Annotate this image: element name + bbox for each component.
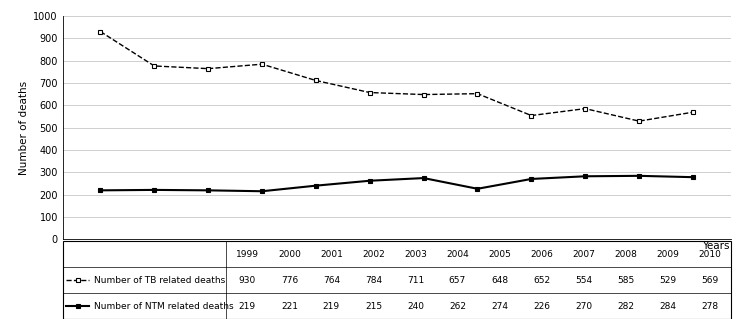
Text: 784: 784: [365, 276, 382, 285]
Text: 657: 657: [449, 276, 466, 285]
Text: 284: 284: [659, 301, 676, 311]
Text: 764: 764: [323, 276, 340, 285]
Text: 219: 219: [323, 301, 340, 311]
Text: 648: 648: [491, 276, 508, 285]
Text: 1999: 1999: [236, 250, 259, 259]
Text: 2003: 2003: [404, 250, 427, 259]
Text: Number of TB related deaths: Number of TB related deaths: [94, 276, 225, 285]
Text: 569: 569: [701, 276, 718, 285]
Text: 240: 240: [407, 301, 424, 311]
Text: 585: 585: [617, 276, 634, 285]
Text: 215: 215: [365, 301, 382, 311]
Text: 554: 554: [575, 276, 592, 285]
Text: 282: 282: [617, 301, 634, 311]
Text: Number of NTM related deaths: Number of NTM related deaths: [94, 301, 234, 311]
Text: 2002: 2002: [362, 250, 384, 259]
Text: 2001: 2001: [320, 250, 343, 259]
Text: 711: 711: [407, 276, 424, 285]
Text: 270: 270: [575, 301, 592, 311]
Text: 278: 278: [701, 301, 718, 311]
Text: 221: 221: [281, 301, 298, 311]
Text: 2005: 2005: [488, 250, 511, 259]
Text: 2008: 2008: [614, 250, 637, 259]
Text: 2007: 2007: [572, 250, 595, 259]
Text: 776: 776: [280, 276, 298, 285]
Text: 219: 219: [239, 301, 256, 311]
Text: Years: Years: [702, 241, 729, 251]
Text: 2000: 2000: [278, 250, 301, 259]
Text: 2004: 2004: [446, 250, 469, 259]
Text: 930: 930: [239, 276, 256, 285]
Text: 226: 226: [533, 301, 550, 311]
Text: 274: 274: [491, 301, 508, 311]
Text: 2009: 2009: [656, 250, 679, 259]
Text: 2006: 2006: [530, 250, 553, 259]
Text: 262: 262: [449, 301, 466, 311]
Text: 529: 529: [659, 276, 676, 285]
Y-axis label: Number of deaths: Number of deaths: [19, 80, 30, 175]
Text: 652: 652: [533, 276, 550, 285]
Text: 2010: 2010: [698, 250, 721, 259]
